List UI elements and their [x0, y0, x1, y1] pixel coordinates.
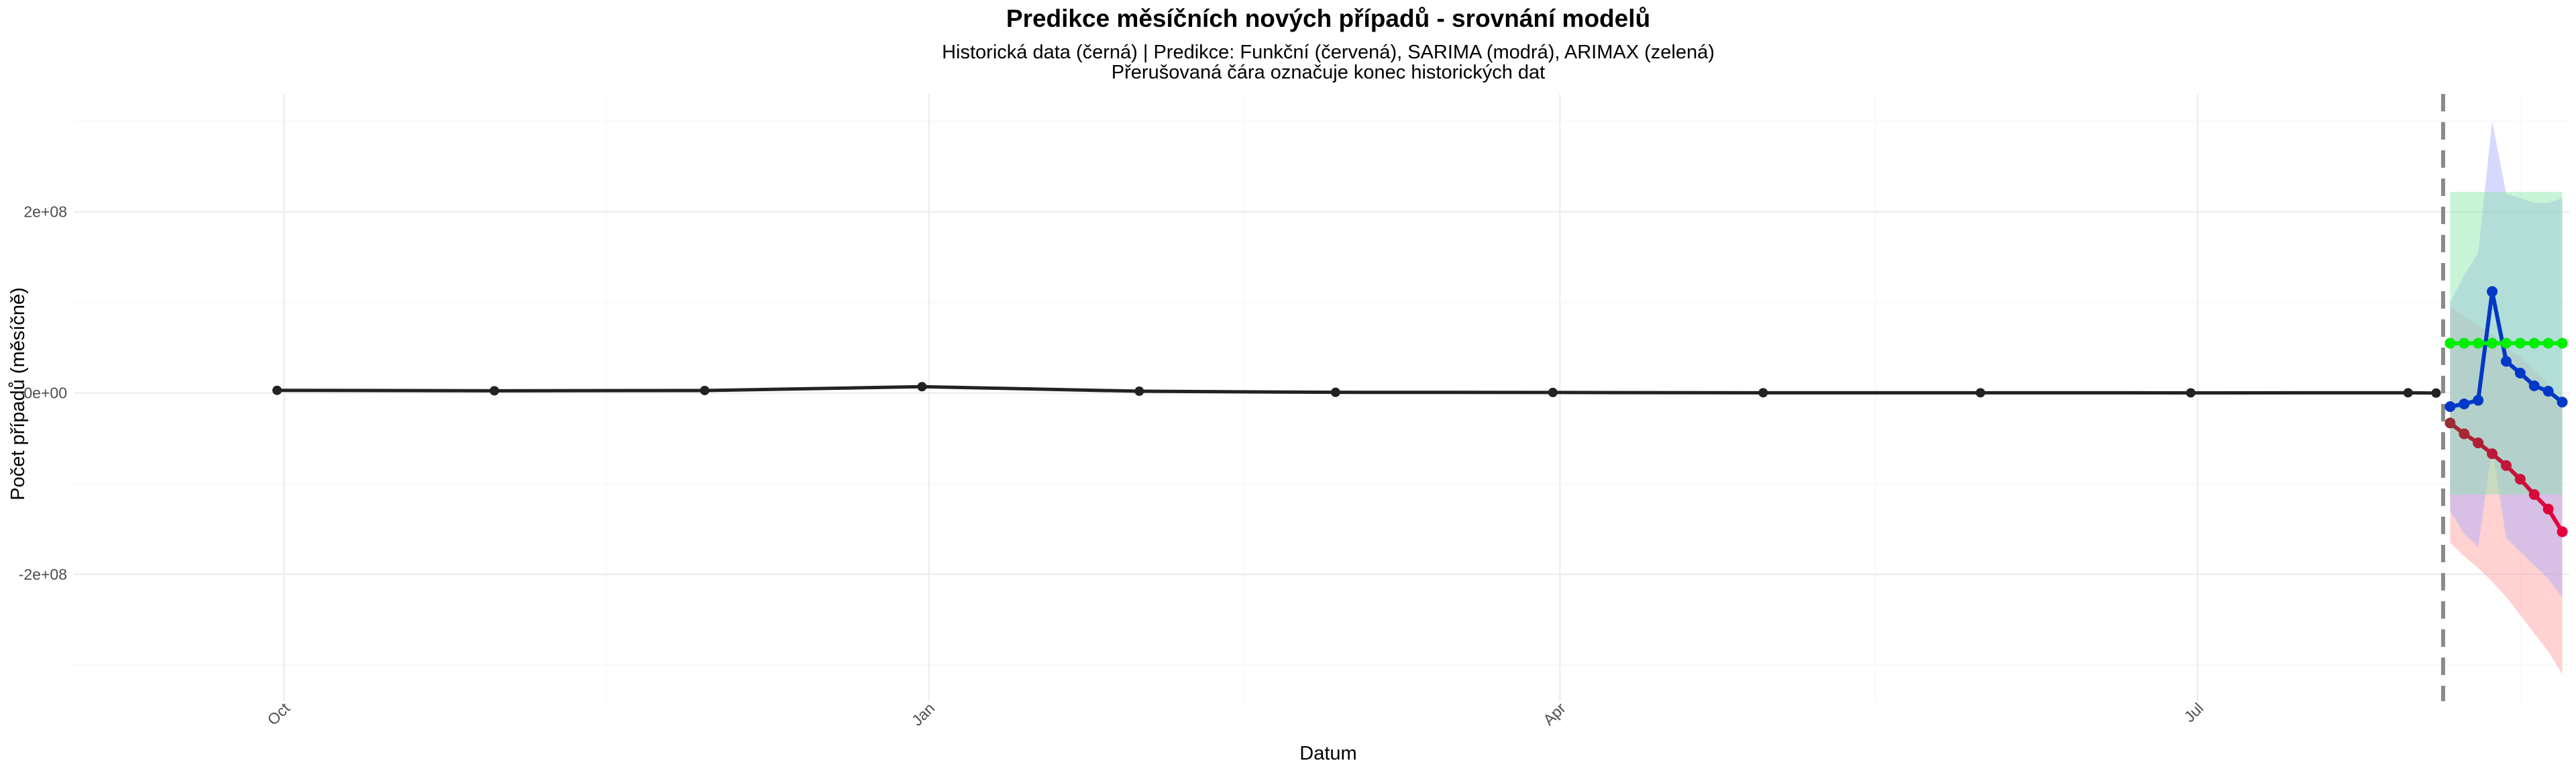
y-tick-label: 2e+08	[23, 203, 67, 221]
arimax-point	[2500, 338, 2512, 349]
chart-subtitle-line-1: Historická data (černá) | Predikce: Funk…	[942, 42, 1715, 63]
arimax-point	[2487, 338, 2498, 349]
arimax-point	[2514, 338, 2526, 349]
funkcni-point	[2542, 503, 2554, 515]
historical-line-segment	[920, 384, 1141, 393]
arimax-point	[2459, 338, 2470, 349]
historical-point	[1134, 386, 1144, 397]
funkcni-point	[2473, 437, 2484, 449]
sarima-point	[2459, 398, 2470, 409]
sarima-point	[2487, 286, 2498, 297]
historical-point	[1548, 387, 1558, 397]
y-axis-tick-labels: -2e+08 0e+00 2e+08	[19, 203, 67, 583]
historical-point	[1976, 388, 1986, 398]
sarima-line-segment	[2476, 289, 2495, 403]
historical-point	[2431, 388, 2441, 398]
funkcni-point	[2500, 460, 2512, 471]
historical-point	[489, 386, 499, 396]
historical-point	[2186, 388, 2196, 398]
y-axis-title: Počet případů (měsíčně)	[7, 287, 29, 501]
series-points	[272, 286, 2568, 537]
historical-point	[917, 382, 927, 392]
grid-minor-lines	[74, 94, 2569, 701]
funkcni-point	[2445, 417, 2456, 429]
sarima-point	[2500, 356, 2512, 367]
chart-title: Predikce měsíčních nových případů - srov…	[1006, 5, 1650, 32]
historical-line-segment	[702, 384, 924, 393]
y-tick-label: -2e+08	[19, 566, 67, 583]
y-tick-label: 0e+00	[23, 384, 67, 402]
x-axis-title: Datum	[1299, 743, 1356, 764]
funkcni-point	[2528, 489, 2540, 501]
historical-point	[1330, 387, 1340, 397]
sarima-line-segment	[2490, 289, 2508, 364]
arimax-point	[2528, 338, 2540, 349]
arimax-point	[2445, 338, 2456, 349]
sarima-point	[2528, 380, 2540, 391]
arimax-point	[2473, 338, 2484, 349]
historical-point	[2403, 388, 2413, 398]
funkcni-point	[2459, 428, 2470, 440]
funkcni-point	[2487, 448, 2498, 460]
historical-point	[700, 385, 710, 395]
arimax-point	[2542, 338, 2554, 349]
funkcni-point	[2557, 526, 2568, 537]
sarima-point	[2514, 368, 2526, 379]
historical-point	[272, 385, 282, 395]
sarima-point	[2557, 397, 2568, 408]
arimax-point	[2557, 338, 2568, 349]
chart-subtitle-line-2: Přerušovaná čára označuje konec historic…	[1112, 62, 1545, 83]
historical-line-segment	[1137, 389, 1338, 395]
sarima-point	[2473, 395, 2484, 406]
sarima-point	[2445, 401, 2456, 413]
sarima-point	[2542, 386, 2554, 397]
historical-point	[1758, 388, 1768, 398]
funkcni-point	[2514, 474, 2526, 485]
